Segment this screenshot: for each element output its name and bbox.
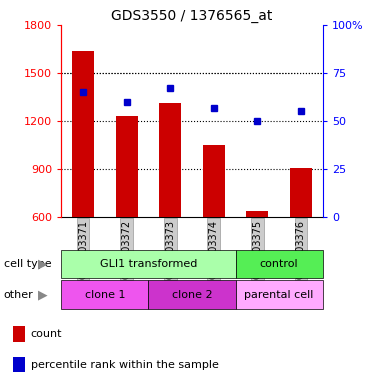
Bar bbox=[290, 168, 312, 217]
Bar bbox=[236, 250, 323, 278]
Text: GLI1 transformed: GLI1 transformed bbox=[100, 259, 197, 269]
Bar bbox=[236, 280, 323, 309]
Bar bbox=[159, 103, 181, 217]
Bar bbox=[246, 210, 268, 217]
Text: percentile rank within the sample: percentile rank within the sample bbox=[30, 360, 219, 370]
Title: GDS3550 / 1376565_at: GDS3550 / 1376565_at bbox=[111, 8, 273, 23]
Bar bbox=[203, 145, 225, 217]
Text: parental cell: parental cell bbox=[244, 290, 314, 300]
Text: clone 1: clone 1 bbox=[85, 290, 125, 300]
Bar bbox=[148, 280, 236, 309]
Bar bbox=[61, 280, 148, 309]
Bar bbox=[13, 326, 25, 342]
Bar bbox=[116, 116, 138, 217]
Text: cell type: cell type bbox=[4, 259, 51, 269]
Bar bbox=[61, 250, 236, 278]
Text: ▶: ▶ bbox=[38, 258, 47, 270]
Bar bbox=[13, 357, 25, 372]
Text: count: count bbox=[30, 329, 62, 339]
Bar bbox=[72, 51, 94, 217]
Text: clone 2: clone 2 bbox=[172, 290, 212, 300]
Text: control: control bbox=[260, 259, 299, 269]
Text: ▶: ▶ bbox=[38, 288, 47, 301]
Text: other: other bbox=[4, 290, 33, 300]
